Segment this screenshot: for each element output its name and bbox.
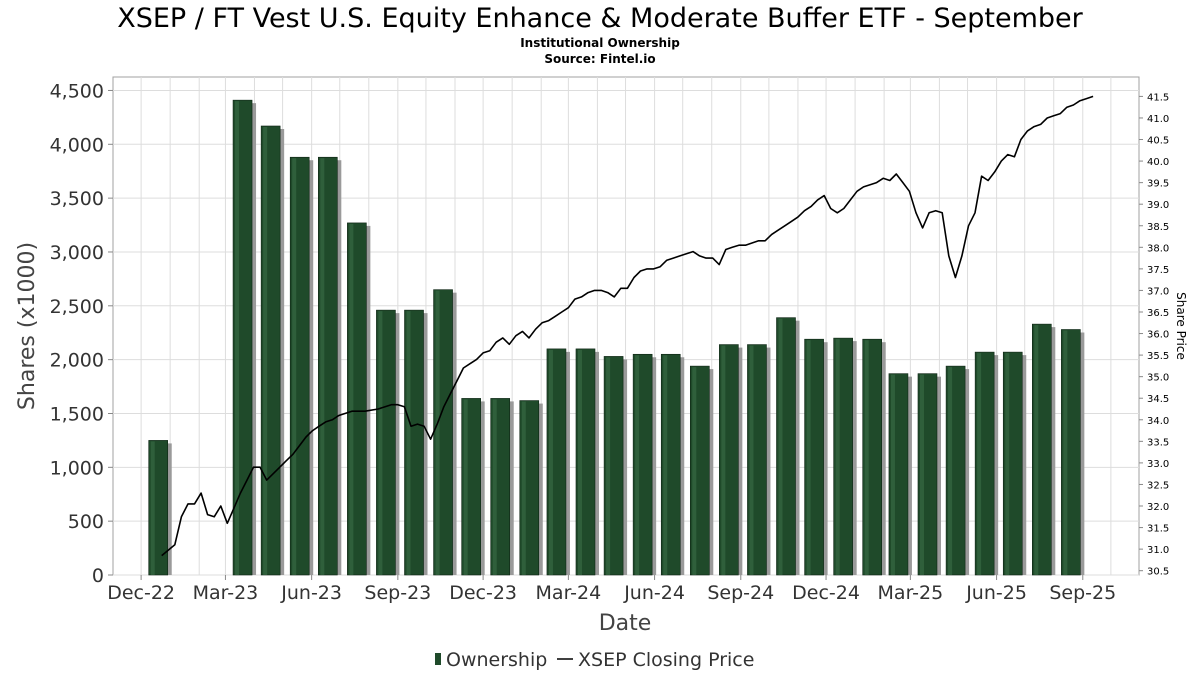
ownership-bar-highlight: [320, 158, 325, 575]
x-tick-label: Mar-23: [193, 582, 259, 604]
ownership-bar-highlight: [919, 374, 924, 575]
ownership-bar-highlight: [463, 399, 468, 575]
ownership-bar-highlight: [435, 290, 440, 575]
x-tick-label: Dec-22: [107, 582, 175, 604]
y-tick-label: 500: [68, 511, 104, 533]
y-tick-label: 1,000: [50, 457, 104, 479]
ownership-bar-highlight: [521, 401, 526, 575]
axis-ticks: 0 500 1,000 1,500 2,000 2,500 3,000 3,500 4,000 4…: [50, 80, 1170, 604]
y2-tick-label: 41.5: [1147, 92, 1169, 103]
x-tick-label: Dec-24: [792, 582, 860, 604]
ownership-bars: [148, 99, 1085, 576]
ownership-bar-highlight: [948, 367, 953, 575]
ownership-bar-highlight: [235, 101, 240, 575]
y-tick-label: 0: [92, 565, 104, 587]
ownership-bar-highlight: [292, 158, 297, 575]
legend-label-ownership: Ownership: [446, 649, 547, 671]
y2-tick-label: 34.5: [1147, 394, 1169, 405]
ownership-bar-highlight: [1063, 330, 1068, 575]
ownership-bar-highlight: [977, 353, 982, 575]
y2-tick-label: 36.0: [1147, 330, 1169, 341]
y2-tick-label: 31.5: [1147, 524, 1169, 535]
y-tick-label: 4,000: [50, 134, 104, 156]
ownership-bar-highlight: [1034, 325, 1039, 575]
y2-tick-label: 32.5: [1147, 480, 1169, 491]
y-tick-label: 1,500: [50, 403, 104, 425]
y2-tick-label: 33.0: [1147, 459, 1169, 470]
y-tick-label: 2,000: [50, 350, 104, 372]
y-tick-label: 4,500: [50, 80, 104, 102]
x-tick-label: Sep-24: [707, 582, 774, 604]
chart-title: XSEP / FT Vest U.S. Equity Enhance & Mod…: [117, 3, 1083, 34]
ownership-bar-highlight: [663, 355, 668, 575]
y2-tick-label: 30.5: [1147, 567, 1169, 578]
y2-tick-label: 31.0: [1147, 545, 1169, 556]
ownership-bar-highlight: [263, 126, 268, 575]
y-tick-label: 3,000: [50, 242, 104, 264]
x-tick-label: Mar-25: [878, 582, 944, 604]
ownership-bar-highlight: [721, 345, 726, 575]
y2-axis-label: Share Price: [1174, 292, 1188, 360]
ownership-bar-highlight: [778, 318, 783, 575]
x-tick-label: Jun-23: [280, 582, 342, 604]
price-line: [161, 95, 1094, 557]
y2-tick-label: 35.5: [1147, 351, 1169, 362]
x-tick-label: Jun-25: [965, 582, 1027, 604]
legend-swatch-ownership: [435, 653, 441, 665]
ownership-bar-highlight: [806, 340, 811, 575]
y2-tick-label: 34.0: [1147, 416, 1169, 427]
y2-tick-label: 36.5: [1147, 308, 1169, 319]
ownership-bar-highlight: [349, 223, 354, 575]
y2-tick-label: 33.5: [1147, 437, 1169, 448]
chart-subtitle: Institutional Ownership: [520, 36, 680, 50]
ownership-bar-highlight: [150, 441, 155, 575]
ownership-bar-highlight: [548, 349, 553, 575]
y2-tick-label: 40.5: [1147, 136, 1169, 147]
x-tick-label: Dec-23: [449, 582, 517, 604]
y2-tick-label: 39.5: [1147, 179, 1169, 190]
x-tick-label: Jun-24: [623, 582, 685, 604]
y2-tick-label: 32.0: [1147, 502, 1169, 513]
ownership-bar-highlight: [864, 340, 869, 575]
x-axis-label: Date: [599, 611, 652, 636]
x-tick-label: Sep-25: [1049, 582, 1116, 604]
legend-label-price: XSEP Closing Price: [578, 649, 754, 671]
ownership-bar-highlight: [835, 339, 840, 575]
chart-source: Source: Fintel.io: [544, 52, 655, 66]
ownership-bar-highlight: [378, 311, 383, 575]
y-tick-label: 2,500: [50, 296, 104, 318]
ownership-bar-highlight: [692, 367, 697, 575]
ownership-bar-highlight: [606, 357, 611, 575]
ownership-bar-highlight: [577, 349, 582, 575]
y-tick-label: 3,500: [50, 188, 104, 210]
x-tick-label: Mar-24: [536, 582, 602, 604]
ownership-bar-highlight: [890, 374, 895, 575]
y2-tick-label: 41.0: [1147, 114, 1169, 125]
ownership-bar-highlight: [749, 345, 754, 575]
y2-tick-label: 38.0: [1147, 243, 1169, 254]
ownership-bar-highlight: [406, 311, 411, 575]
y2-tick-label: 38.5: [1147, 222, 1169, 233]
ownership-bar-highlight: [492, 399, 497, 575]
legend: Ownership XSEP Closing Price: [435, 649, 754, 671]
price-line-group: [161, 95, 1094, 557]
y2-tick-label: 39.0: [1147, 200, 1169, 211]
x-tick-label: Sep-23: [364, 582, 431, 604]
y2-tick-label: 37.0: [1147, 286, 1169, 297]
ownership-bar-highlight: [635, 355, 640, 575]
y2-tick-label: 35.0: [1147, 373, 1169, 384]
ownership-bar-highlight: [1005, 353, 1010, 575]
y2-tick-label: 40.0: [1147, 157, 1169, 168]
y2-tick-label: 37.5: [1147, 265, 1169, 276]
y-axis-label: Shares (x1000): [15, 242, 40, 410]
